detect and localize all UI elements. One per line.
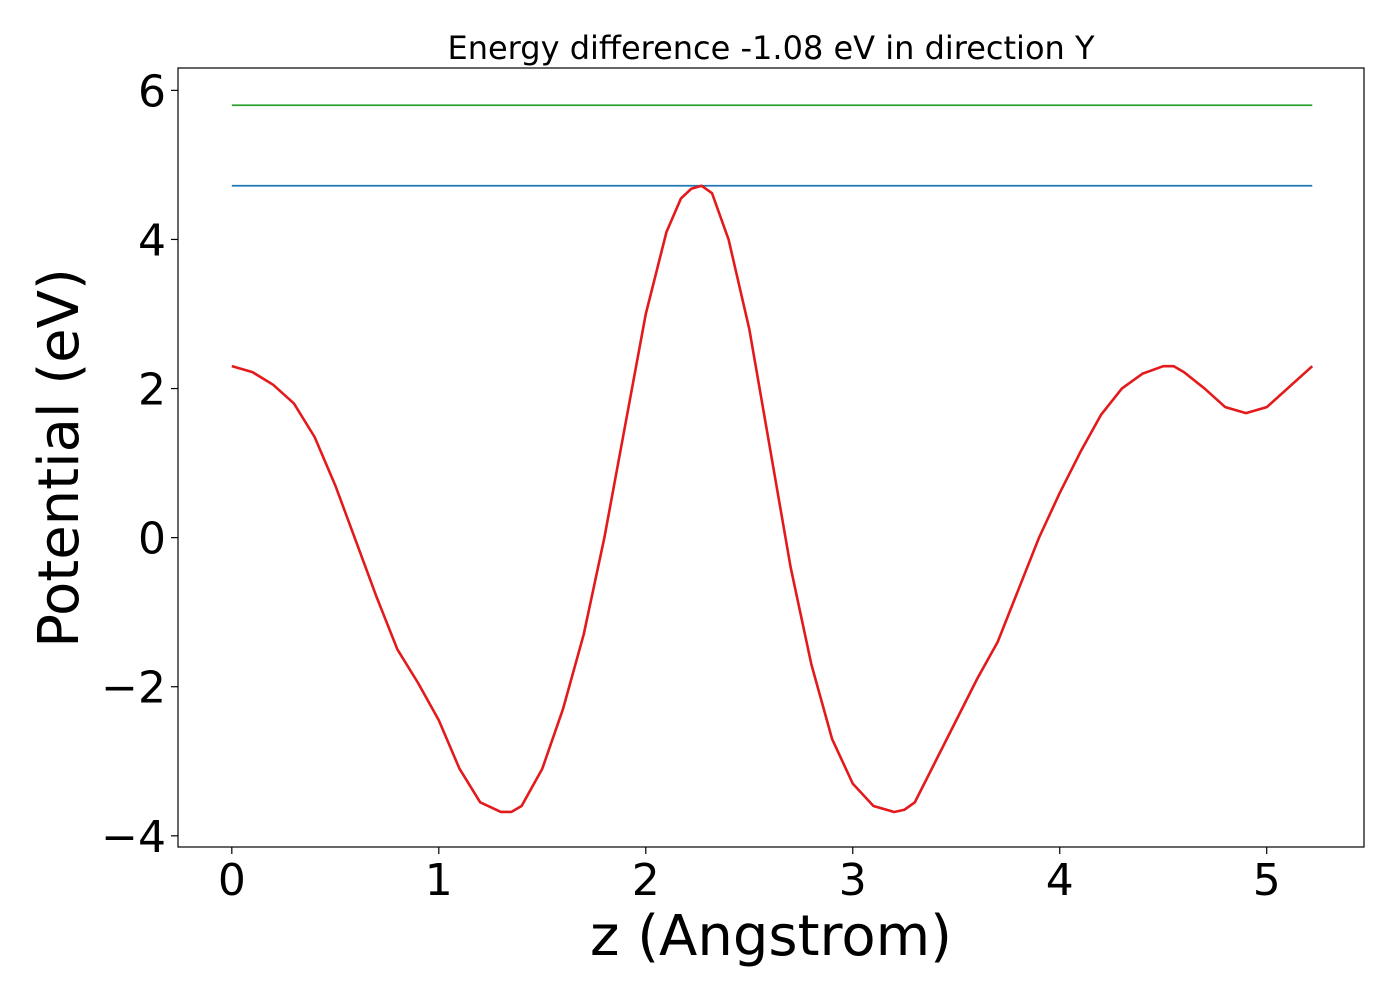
x-axis-label: z (Angstrom) — [590, 904, 952, 969]
x-tick-label: 0 — [218, 855, 246, 906]
x-tick-label: 4 — [1046, 855, 1074, 906]
y-tick-label: 4 — [138, 215, 166, 266]
y-tick-label: 2 — [138, 365, 166, 416]
y-tick-label: 0 — [138, 514, 166, 565]
x-tick-label: 1 — [425, 855, 453, 906]
plot-area-frame — [177, 67, 1365, 848]
x-axis-ticks: 0 1 2 3 4 5 — [218, 847, 1281, 906]
y-tick-label: −4 — [101, 812, 166, 863]
x-tick-label: 5 — [1253, 855, 1281, 906]
y-axis-ticks: −4 −2 0 2 4 6 — [101, 66, 178, 863]
x-tick-label: 2 — [632, 855, 660, 906]
chart-title: Energy difference -1.08 eV in direction … — [447, 29, 1094, 67]
x-tick-label: 3 — [839, 855, 867, 906]
series-layer — [231, 104, 1314, 814]
series-line-3 — [231, 184, 1314, 814]
y-axis-label: Potential (eV) — [27, 268, 92, 648]
y-tick-label: −2 — [101, 663, 166, 714]
y-tick-label: 6 — [138, 66, 166, 117]
